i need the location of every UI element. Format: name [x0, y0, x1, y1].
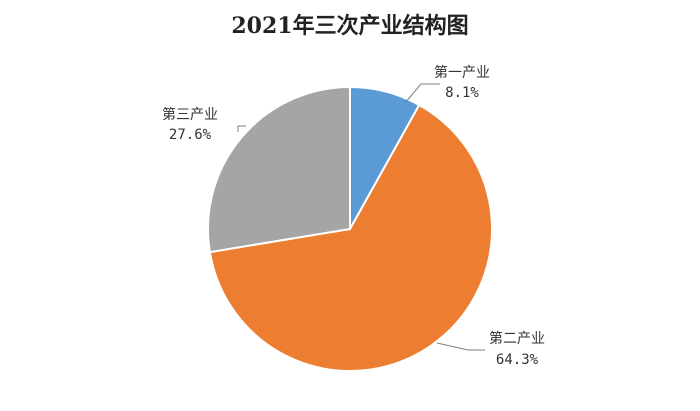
pie-slice-3 — [207, 85, 351, 254]
slice-category-label-3: 第三产业 — [162, 106, 218, 123]
slice-value-label-3: 27.6% — [169, 127, 212, 143]
pie-slice-2 — [208, 103, 493, 372]
slice-category-label-1: 第一产业 — [434, 64, 490, 81]
slice-value-label-1: 8.1% — [445, 85, 479, 101]
leader-line-3 — [237, 125, 246, 132]
leader-line-2 — [436, 342, 485, 351]
slice-category-label-2: 第二产业 — [489, 330, 545, 347]
leader-line-1 — [404, 83, 440, 104]
chart-title: 2021年三次产业结构图 — [231, 13, 469, 39]
slice-value-label-2: 64.3% — [496, 352, 539, 368]
